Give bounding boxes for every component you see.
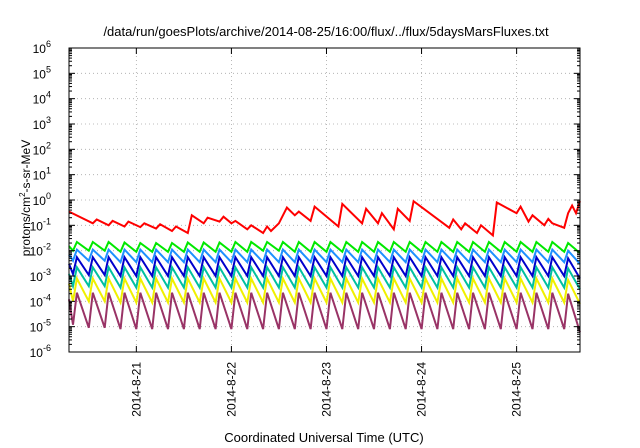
y-tick-label: 10-6 (30, 343, 51, 360)
series-line-2 (68, 240, 581, 254)
y-tick-label: 105 (33, 64, 51, 81)
x-tick-label: 2014-8-22 (224, 362, 238, 417)
y-axis-label: protons/cm2-s-sr-MeV (18, 140, 33, 256)
y-tick-label-exp: -2 (43, 242, 51, 252)
y-tick-label-exp: 5 (46, 64, 51, 74)
x-tick-label: 2014-8-21 (129, 362, 143, 417)
x-tick-label: 2014-8-24 (415, 362, 429, 417)
y-tick-label-exp: 6 (46, 39, 51, 49)
y-tick-label-base: 10 (33, 67, 47, 81)
series-line-7 (68, 292, 581, 333)
series-line-4 (68, 254, 581, 280)
y-tick-label-base: 10 (30, 219, 44, 233)
y-tick-label-exp: 4 (46, 90, 51, 100)
y-axis-label-sup: 2 (18, 192, 27, 197)
y-tick-label-exp: -6 (43, 343, 51, 353)
y-tick-label-base: 10 (30, 295, 44, 309)
y-tick-label-base: 10 (30, 270, 44, 284)
y-tick-label: 100 (33, 191, 51, 208)
y-tick-label: 103 (33, 115, 51, 132)
y-tick-label-exp: 3 (46, 115, 51, 125)
y-tick-label-exp: 0 (46, 191, 51, 201)
y-tick-label-exp: 1 (46, 166, 51, 176)
y-tick-label: 104 (33, 90, 51, 107)
y-axis-label-rest: -s-sr-MeV (19, 140, 33, 193)
y-tick-label: 102 (33, 140, 51, 157)
y-tick-label-exp: 2 (46, 140, 51, 150)
series-line-1 (68, 199, 581, 238)
y-tick-label-base: 10 (33, 143, 47, 157)
y-tick-label-base: 10 (30, 321, 44, 335)
y-tick-label-base: 10 (33, 169, 47, 183)
y-tick-label-base: 10 (30, 346, 44, 360)
y-tick-label-exp: -3 (43, 267, 51, 277)
series-line-6 (68, 275, 581, 306)
series-line-5 (68, 264, 581, 291)
y-tick-label: 106 (33, 39, 51, 56)
series-lines (68, 199, 581, 333)
y-axis-ticks: 10-610-510-410-310-210-11001011021031041… (30, 39, 580, 360)
y-axis-label-base: protons/cm (19, 197, 33, 256)
y-tick-label: 10-2 (30, 242, 51, 259)
y-tick-label-base: 10 (33, 194, 47, 208)
grid (69, 48, 580, 352)
y-tick-label: 10-3 (30, 267, 51, 284)
y-tick-label-base: 10 (33, 42, 47, 56)
y-tick-label-exp: -5 (43, 318, 51, 328)
y-tick-label: 10-1 (30, 216, 51, 233)
x-tick-label: 2014-8-25 (510, 362, 524, 417)
x-axis-label: Coordinated Universal Time (UTC) (224, 430, 423, 445)
x-axis-ticks: 2014-8-21 2014-8-22 2014-8-23 2014-8-24 2014… (129, 48, 524, 417)
y-tick-label-base: 10 (30, 245, 44, 259)
y-tick-label: 10-4 (30, 292, 51, 309)
y-tick-label-exp: -1 (43, 216, 51, 226)
series-line-3 (68, 247, 581, 265)
chart-title: /data/run/goesPlots/archive/2014-08-25/1… (103, 24, 549, 39)
y-tick-label-base: 10 (33, 118, 47, 132)
y-tick-label-base: 10 (33, 93, 47, 107)
y-tick-label: 101 (33, 166, 51, 183)
y-tick-label-exp: -4 (43, 292, 51, 302)
y-tick-label: 10-5 (30, 318, 51, 335)
x-tick-label: 2014-8-23 (319, 362, 333, 417)
